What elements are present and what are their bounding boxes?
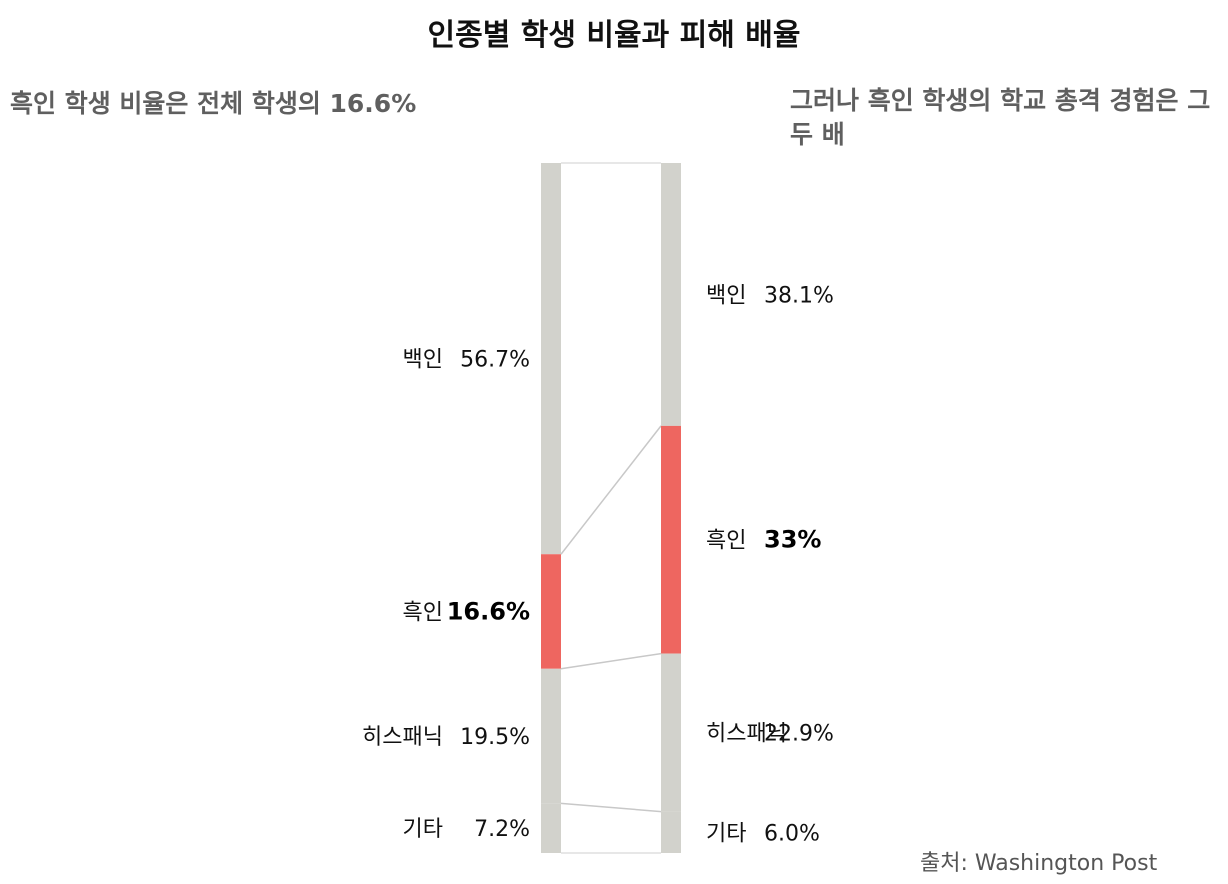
segment-label: 히스패닉: [706, 722, 787, 747]
segment-label: 기타: [403, 817, 443, 842]
bar-segment-right: [661, 811, 681, 853]
bar-segment-right: [661, 425, 681, 654]
segment-value: 56.7%: [460, 348, 530, 373]
bar-segment-left: [541, 163, 561, 555]
segment-label: 흑인: [403, 601, 443, 626]
connector-line: [560, 652, 662, 670]
segment-value: 16.6%: [447, 598, 530, 626]
segment-label: 흑인: [706, 529, 746, 554]
segment-value: 22.9%: [764, 722, 834, 747]
segment-label: 기타: [706, 821, 746, 846]
segment-label: 히스패닉: [362, 725, 443, 750]
segment-value: 19.5%: [460, 725, 530, 750]
segment-value: 6.0%: [764, 821, 820, 846]
segment-value: 33%: [764, 526, 821, 554]
connector-line: [560, 425, 662, 555]
segment-value: 7.2%: [474, 817, 530, 842]
subtitle-right: 그러나 흑인 학생의 학교 총격 경험은 그 두 배: [790, 86, 1211, 149]
bar-segment-right: [661, 653, 681, 812]
subtitle-left: 흑인 학생 비율은 전체 학생의 16.6%: [10, 89, 417, 118]
source-note: 출처: Washington Post: [920, 851, 1158, 876]
bar-segment-left: [541, 803, 561, 853]
chart-title: 인종별 학생 비율과 피해 배율: [427, 18, 801, 53]
bar-segment-left: [541, 554, 561, 669]
segment-label: 백인: [403, 348, 443, 373]
connector-line: [560, 802, 662, 813]
bar-segment-right: [661, 163, 681, 426]
segment-label: 백인: [706, 283, 746, 308]
segment-value: 38.1%: [764, 283, 834, 308]
bar-segment-left: [541, 668, 561, 804]
